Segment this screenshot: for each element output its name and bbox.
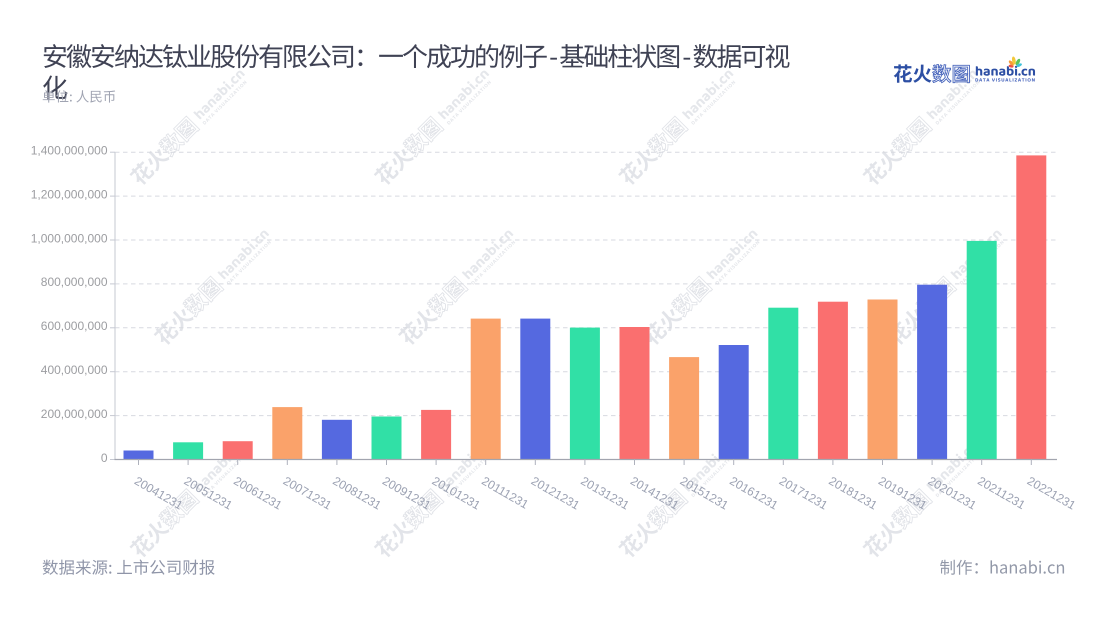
svg-text:400,000,000: 400,000,000 (41, 363, 108, 377)
svg-text:800,000,000: 800,000,000 (41, 275, 108, 289)
svg-text:600,000,000: 600,000,000 (41, 319, 108, 333)
svg-text:200,000,000: 200,000,000 (41, 407, 108, 421)
svg-text:0: 0 (101, 451, 108, 465)
svg-text:1,000,000,000: 1,000,000,000 (31, 231, 108, 245)
svg-text:1,400,000,000: 1,400,000,000 (31, 144, 108, 158)
svg-text:1,200,000,000: 1,200,000,000 (31, 187, 108, 201)
